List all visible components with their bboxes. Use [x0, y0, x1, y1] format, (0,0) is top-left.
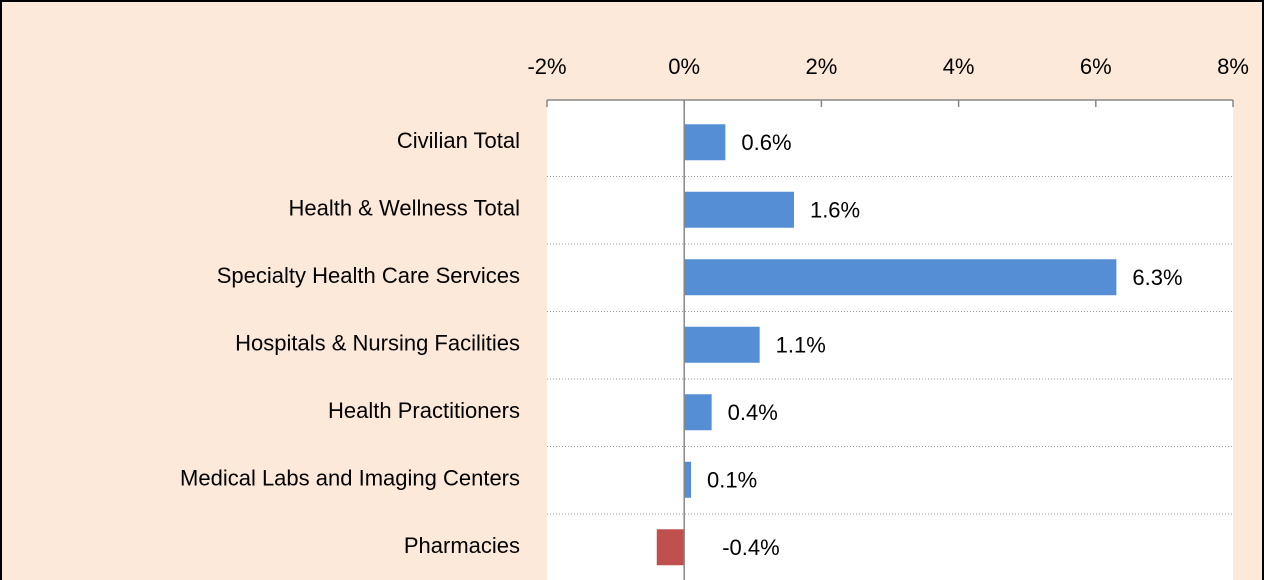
x-tick-label: 4% — [943, 54, 975, 79]
category-label: Health Practitioners — [328, 398, 520, 423]
x-tick-label: 0% — [668, 54, 700, 79]
category-label: Hospitals & Nursing Facilities — [235, 331, 520, 356]
category-label: Health & Wellness Total — [288, 196, 520, 221]
data-label: 6.3% — [1132, 265, 1182, 290]
data-label: -0.4% — [722, 535, 779, 560]
data-label: 1.6% — [810, 198, 860, 223]
bar — [684, 191, 794, 228]
plot-area — [547, 100, 1233, 580]
data-label: 0.1% — [707, 468, 757, 493]
x-tick-label: 2% — [806, 54, 838, 79]
data-label: 0.4% — [728, 400, 778, 425]
x-tick-label: 8% — [1217, 54, 1249, 79]
x-tick-label: -2% — [527, 54, 566, 79]
bar — [684, 394, 712, 431]
category-label: Specialty Health Care Services — [217, 263, 520, 288]
data-label: 0.6% — [741, 130, 791, 155]
category-label: Civilian Total — [397, 128, 520, 153]
bar — [684, 326, 760, 363]
data-label: 1.1% — [776, 333, 826, 358]
bar — [684, 461, 692, 498]
bar — [684, 259, 1117, 296]
category-label: Pharmacies — [404, 533, 520, 558]
category-label: Medical Labs and Imaging Centers — [180, 466, 520, 491]
bar — [684, 124, 726, 161]
x-tick-label: 6% — [1080, 54, 1112, 79]
bar — [656, 529, 685, 566]
